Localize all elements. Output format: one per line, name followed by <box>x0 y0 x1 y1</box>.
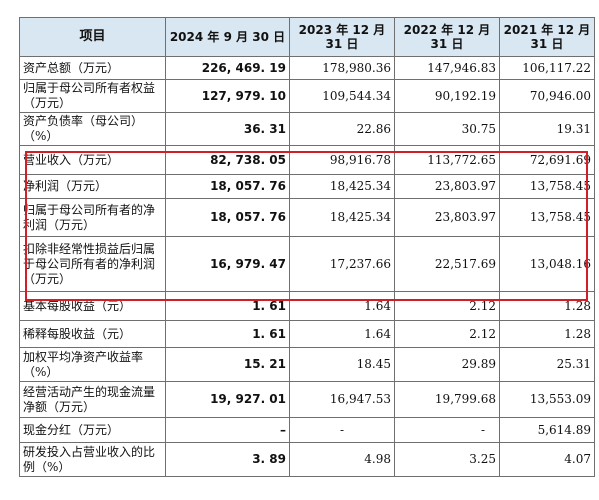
cell-2024: 15. 21 <box>165 347 290 382</box>
cell-2023: 16,947.53 <box>289 381 395 418</box>
cell-2023: 109,544.34 <box>289 79 395 113</box>
cell-2023: 18,425.34 <box>289 198 395 237</box>
cell-2024: – <box>165 417 290 443</box>
row-label: 基本每股收益（元） <box>19 291 166 321</box>
cell-2022: 23,803.97 <box>394 198 500 237</box>
financial-summary-table: 项目 2024 年 9 月 30 日 2023 年 12 月 31 日 2022… <box>19 17 595 477</box>
row-label: 归属于母公司所有者权益（万元） <box>19 79 166 113</box>
table-header-row: 项目 2024 年 9 月 30 日 2023 年 12 月 31 日 2022… <box>19 17 595 57</box>
cell-2024: 3. 89 <box>165 442 290 477</box>
cell-2022: - <box>394 417 500 443</box>
cell-2021: 4.07 <box>499 442 595 477</box>
row-label: 现金分红（万元） <box>19 417 166 443</box>
cell-2023: 4.98 <box>289 442 395 477</box>
cell-2024: 36. 31 <box>165 112 290 146</box>
header-2024: 2024 年 9 月 30 日 <box>165 17 290 57</box>
table-row: 现金分红（万元） – - - 5,614.89 <box>19 417 595 443</box>
cell-2021: 19.31 <box>499 112 595 146</box>
cell-2023: 1.64 <box>289 291 395 321</box>
table-row: 归属于母公司所有者的净利润（万元） 18, 057. 76 18,425.34 … <box>19 198 595 237</box>
row-label: 资产总额（万元） <box>19 56 166 80</box>
table-row: 营业收入（万元） 82, 738. 05 98,916.78 113,772.6… <box>19 145 595 175</box>
cell-2022: 90,192.19 <box>394 79 500 113</box>
table-row: 扣除非经常性损益后归属于母公司所有者的净利润（万元） 16, 979. 47 1… <box>19 236 595 292</box>
table-row: 经营活动产生的现金流量净额（万元） 19, 927. 01 16,947.53 … <box>19 381 595 418</box>
row-label: 稀释每股收益（元） <box>19 320 166 348</box>
row-label: 研发投入占营业收入的比例（%） <box>19 442 166 477</box>
cell-2023: 18,425.34 <box>289 174 395 199</box>
cell-2021: 72,691.69 <box>499 145 595 175</box>
table-row: 加权平均净资产收益率（%） 15. 21 18.45 29.89 25.31 <box>19 347 595 382</box>
cell-2021: 106,117.22 <box>499 56 595 80</box>
cell-2023: - <box>289 417 395 443</box>
cell-2021: 13,553.09 <box>499 381 595 418</box>
row-label: 加权平均净资产收益率（%） <box>19 347 166 382</box>
row-label: 扣除非经常性损益后归属于母公司所有者的净利润（万元） <box>19 236 166 292</box>
cell-2022: 19,799.68 <box>394 381 500 418</box>
row-label: 净利润（万元） <box>19 174 166 199</box>
cell-2022: 30.75 <box>394 112 500 146</box>
cell-2021: 13,758.45 <box>499 174 595 199</box>
cell-2024: 18, 057. 76 <box>165 198 290 237</box>
table-row: 资产总额（万元） 226, 469. 19 178,980.36 147,946… <box>19 56 595 80</box>
table-row: 归属于母公司所有者权益（万元） 127, 979. 10 109,544.34 … <box>19 79 595 113</box>
header-2021: 2021 年 12 月 31 日 <box>499 17 595 57</box>
cell-2024: 18, 057. 76 <box>165 174 290 199</box>
cell-2022: 147,946.83 <box>394 56 500 80</box>
row-label: 营业收入（万元） <box>19 145 166 175</box>
table-row: 基本每股收益（元） 1. 61 1.64 2.12 1.28 <box>19 291 595 321</box>
cell-2023: 98,916.78 <box>289 145 395 175</box>
cell-2022: 22,517.69 <box>394 236 500 292</box>
row-label: 资产负债率（母公司）（%） <box>19 112 166 146</box>
cell-2021: 70,946.00 <box>499 79 595 113</box>
cell-2021: 13,758.45 <box>499 198 595 237</box>
table-row: 稀释每股收益（元） 1. 61 1.64 2.12 1.28 <box>19 320 595 348</box>
row-label: 经营活动产生的现金流量净额（万元） <box>19 381 166 418</box>
cell-2021: 13,048.16 <box>499 236 595 292</box>
header-2023: 2023 年 12 月 31 日 <box>289 17 395 57</box>
cell-2023: 22.86 <box>289 112 395 146</box>
header-item: 项目 <box>19 17 166 57</box>
cell-2022: 2.12 <box>394 291 500 321</box>
cell-2021: 25.31 <box>499 347 595 382</box>
cell-2024: 19, 927. 01 <box>165 381 290 418</box>
row-label: 归属于母公司所有者的净利润（万元） <box>19 198 166 237</box>
cell-2023: 17,237.66 <box>289 236 395 292</box>
cell-2022: 29.89 <box>394 347 500 382</box>
cell-2023: 178,980.36 <box>289 56 395 80</box>
cell-2023: 1.64 <box>289 320 395 348</box>
cell-2021: 1.28 <box>499 320 595 348</box>
cell-2021: 1.28 <box>499 291 595 321</box>
cell-2024: 1. 61 <box>165 320 290 348</box>
cell-2021: 5,614.89 <box>499 417 595 443</box>
table-row: 资产负债率（母公司）（%） 36. 31 22.86 30.75 19.31 <box>19 112 595 146</box>
cell-2024: 127, 979. 10 <box>165 79 290 113</box>
table-row: 净利润（万元） 18, 057. 76 18,425.34 23,803.97 … <box>19 174 595 199</box>
cell-2022: 2.12 <box>394 320 500 348</box>
cell-2022: 3.25 <box>394 442 500 477</box>
table-row: 研发投入占营业收入的比例（%） 3. 89 4.98 3.25 4.07 <box>19 442 595 477</box>
cell-2022: 113,772.65 <box>394 145 500 175</box>
cell-2023: 18.45 <box>289 347 395 382</box>
cell-2024: 1. 61 <box>165 291 290 321</box>
cell-2024: 226, 469. 19 <box>165 56 290 80</box>
cell-2022: 23,803.97 <box>394 174 500 199</box>
header-2022: 2022 年 12 月 31 日 <box>394 17 500 57</box>
cell-2024: 16, 979. 47 <box>165 236 290 292</box>
cell-2024: 82, 738. 05 <box>165 145 290 175</box>
